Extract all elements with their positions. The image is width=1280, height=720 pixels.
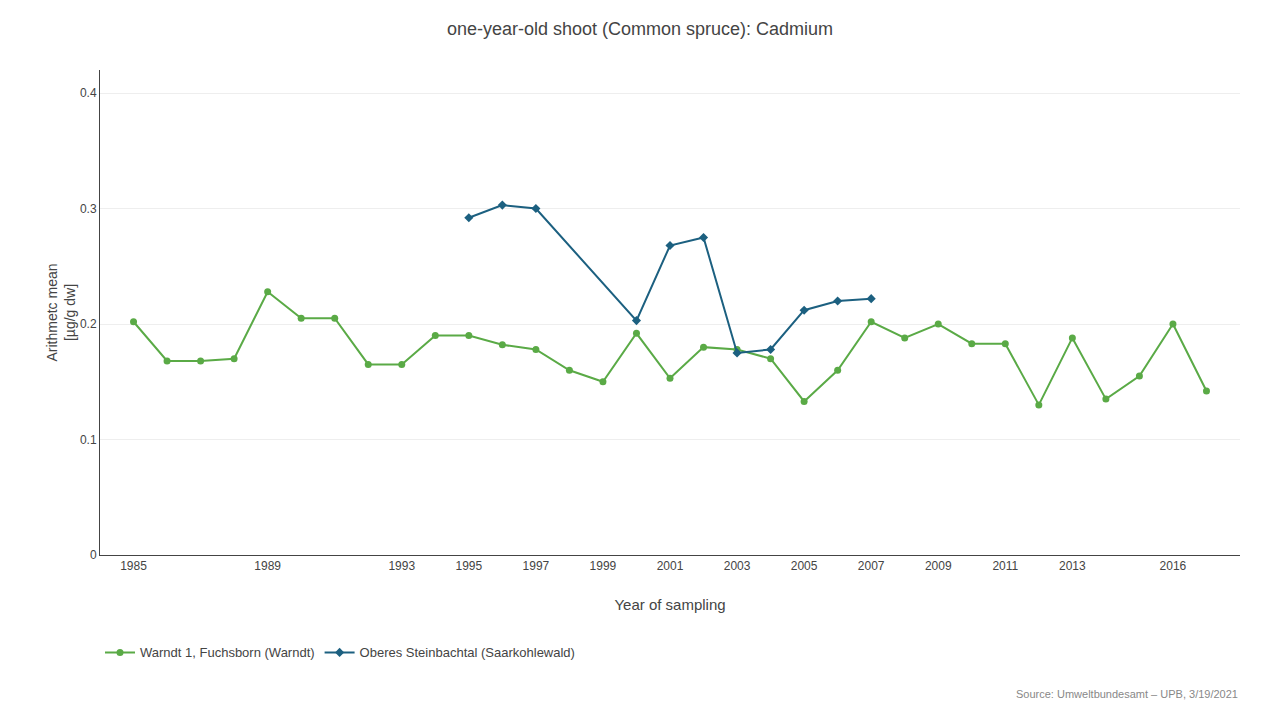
svg-text:Arithmetc mean[µg/g dw]: Arithmetc mean[µg/g dw] xyxy=(44,263,78,361)
svg-text:2007: 2007 xyxy=(858,559,885,573)
svg-text:0.4: 0.4 xyxy=(80,86,97,100)
svg-text:2003: 2003 xyxy=(724,559,751,573)
svg-text:0.2: 0.2 xyxy=(80,317,97,331)
svg-text:2011: 2011 xyxy=(992,559,1018,573)
svg-text:0.3: 0.3 xyxy=(80,202,97,216)
svg-text:2001: 2001 xyxy=(657,559,684,573)
svg-text:Year of sampling: Year of sampling xyxy=(614,596,725,613)
svg-text:1995: 1995 xyxy=(455,559,482,573)
svg-text:Oberes Steinbachtal (Saarkohle: Oberes Steinbachtal (Saarkohlewald) xyxy=(360,645,575,660)
svg-text:0: 0 xyxy=(90,548,97,562)
svg-text:2009: 2009 xyxy=(925,559,952,573)
svg-text:1989: 1989 xyxy=(254,559,281,573)
svg-text:one-year-old shoot (Common spr: one-year-old shoot (Common spruce): Cadm… xyxy=(447,19,833,39)
svg-text:1999: 1999 xyxy=(590,559,617,573)
svg-text:0.1: 0.1 xyxy=(80,433,97,447)
svg-text:1985: 1985 xyxy=(120,559,147,573)
svg-text:Warndt 1, Fuchsborn (Warndt): Warndt 1, Fuchsborn (Warndt) xyxy=(140,645,315,660)
svg-text:2013: 2013 xyxy=(1059,559,1086,573)
svg-text:1993: 1993 xyxy=(388,559,415,573)
svg-text:1997: 1997 xyxy=(523,559,550,573)
svg-text:2005: 2005 xyxy=(791,559,818,573)
svg-text:2016: 2016 xyxy=(1160,559,1187,573)
svg-text:Source: Umweltbundesamt – UPB,: Source: Umweltbundesamt – UPB, 3/19/2021 xyxy=(1016,688,1238,700)
